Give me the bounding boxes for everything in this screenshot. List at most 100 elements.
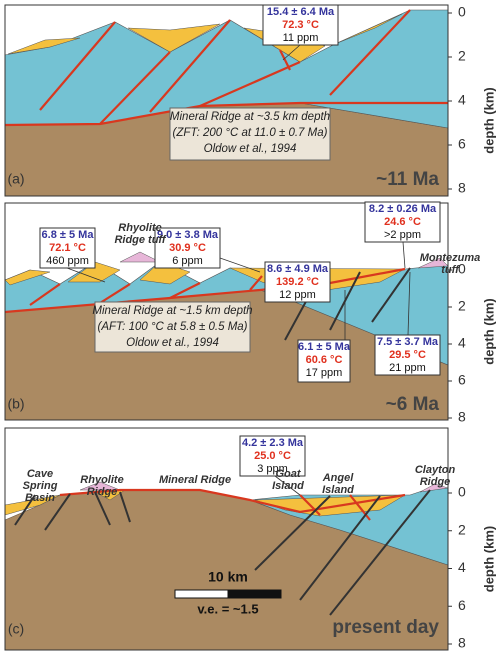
fault [254,495,331,571]
sediment [127,23,221,53]
scale-bar-white [174,589,229,599]
box-temp: 29.5 °C [389,349,426,361]
depth-tick-label: 4 [458,559,466,575]
fault [99,283,131,304]
box-age: 7.5 ± 3.7 Ma [377,336,439,348]
place-label: Angel [322,472,355,484]
panel-border [4,427,449,651]
fault [29,283,61,306]
box-age: 15.4 ± 6.4 Ma [267,6,335,18]
stage-age: present day [332,617,439,638]
vertical-exaggeration: v.e. = ~1.5 [197,601,258,616]
fault [299,495,381,601]
place-label: Montezuma [420,252,481,264]
place-label: Ridge [87,486,118,498]
note-box [94,301,251,353]
leader [407,271,411,336]
stage-age: ~6 Ma [386,394,440,415]
depth-tick-label: 2 [458,48,466,64]
note-line: (AFT: 100 °C at 5.8 ± 0.5 Ma) [97,321,247,333]
box-temp: 72.1 °C [49,242,86,254]
box-temp: 25.0 °C [254,450,291,462]
box-temp: 72.3 °C [282,19,319,31]
box-conc: 12 ppm [279,289,316,301]
box-temp: 30.9 °C [169,242,206,254]
place-label: Rhyolite [118,222,161,234]
fault [169,282,201,299]
fault [94,491,111,526]
tuff [119,251,161,263]
scale-length: 10 km [208,569,248,585]
fault [299,494,321,516]
fault [199,60,301,108]
data-box [364,201,441,243]
box-conc: 6 ppm [172,255,203,267]
depth-tick-label: 0 [458,261,466,277]
panel-border [4,202,449,421]
sediment [139,261,191,285]
data-box [264,261,331,303]
box-conc: >2 ppm [384,229,421,241]
data-box [39,227,96,269]
depth-tick-label: 6 [458,372,466,388]
panel-label: (b) [7,396,24,412]
leader [219,257,261,273]
place-label: Island [272,480,304,492]
data-box [374,334,441,376]
place-label: Island [322,484,354,496]
data-box [262,4,339,46]
box-conc: 21 ppm [389,362,426,374]
box-temp: 24.6 °C [384,216,421,228]
place-label: Ridge [420,476,451,488]
place-label: Cave [27,468,53,480]
scale-bar-black [227,589,282,599]
leader [402,241,406,269]
box-age: 9.0 ± 3.8 Ma [157,229,219,241]
fault [329,489,431,616]
sediment [67,261,121,283]
box-temp: 139.2 °C [276,276,319,288]
fault [44,493,71,531]
box-conc: 460 ppm [46,255,89,267]
leader [274,475,301,496]
note-line: (ZFT: 200 °C at 11.0 ± 0.7 Ma) [173,127,328,139]
box-age: 8.6 ± 4.9 Ma [267,263,329,275]
tuff [417,257,449,269]
sediment [4,269,51,286]
fault [371,267,411,323]
data-box [154,227,221,269]
depth-tick-label: 8 [458,180,466,196]
depth-tick-label: 2 [458,298,466,314]
leader [66,267,106,283]
box-temp: 60.6 °C [306,354,343,366]
place-label: Ridge tuff [114,234,166,246]
depth-tick-label: 4 [458,92,466,108]
panel-label: (c) [8,621,24,637]
place-label: Clayton [415,464,456,476]
depth-tick-label: 2 [458,521,466,537]
depth-tick-label: 8 [458,635,466,651]
panel-label: (a) [7,171,24,187]
data-box [239,435,306,477]
fault [119,491,131,523]
fault [99,51,171,125]
note-line: Mineral Ridge at ~3.5 km depth [170,111,330,123]
fault [39,21,116,111]
tuff [419,483,449,493]
note-box [169,107,331,161]
box-conc: 17 ppm [306,367,343,379]
depth-tick-label: 0 [458,484,466,500]
place-label: Mineral Ridge [159,474,231,486]
note-line: Oldow et al., 1994 [204,143,297,155]
tuff [79,481,121,491]
place-label: Spring [23,480,58,492]
fault [249,275,263,291]
axis-title: depth (km) [481,87,496,153]
axis-title: depth (km) [481,298,496,364]
box-age: 6.1 ± 5 Ma [298,341,351,353]
note-line: Oldow et al., 1994 [126,337,219,349]
box-age: 6.8 ± 5 Ma [42,229,95,241]
stage-age: ~11 Ma [376,169,439,190]
depth-tick-label: 4 [458,335,466,351]
